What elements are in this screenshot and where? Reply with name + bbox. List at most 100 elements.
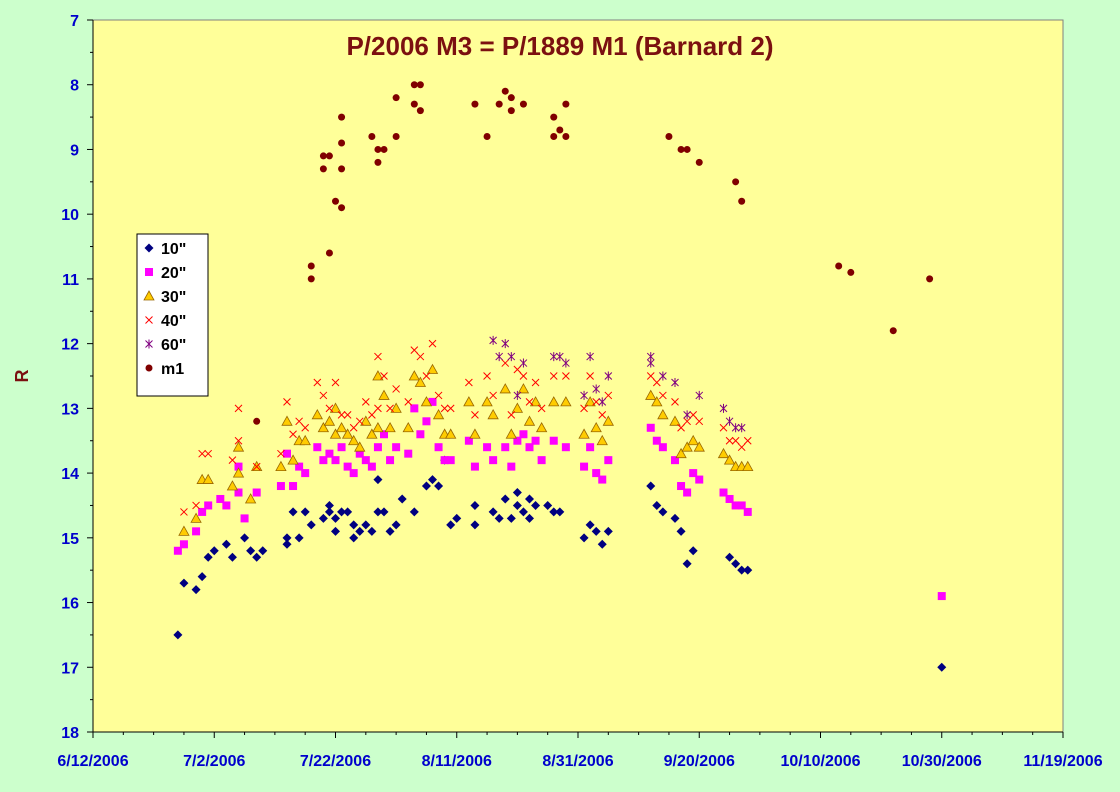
data-point: [657, 409, 669, 420]
data-point: [282, 539, 292, 549]
data-point: [331, 456, 340, 465]
data-point: [252, 552, 262, 562]
data-point: [580, 404, 588, 413]
data-point: [283, 449, 291, 458]
x-tick-label: 9/20/2006: [664, 753, 735, 770]
series-circle: [253, 81, 934, 425]
data-point: [531, 500, 541, 510]
data-point: [743, 565, 753, 575]
data-point: [471, 410, 479, 419]
y-tick-label: 17: [61, 660, 79, 677]
data-point: [671, 456, 679, 465]
data-point: [325, 152, 333, 160]
data-point: [560, 396, 572, 407]
data-point: [203, 552, 213, 562]
data-point: [301, 469, 310, 478]
y-tick-label: 9: [70, 142, 79, 159]
data-point: [440, 456, 449, 465]
data-point: [402, 421, 414, 433]
series-star: [489, 335, 746, 433]
data-point: [338, 204, 346, 212]
series-square: [173, 397, 946, 601]
data-point: [319, 165, 327, 173]
data-point: [386, 404, 394, 413]
data-point: [222, 501, 231, 510]
data-point: [283, 398, 291, 406]
data-point: [737, 565, 747, 575]
data-point: [537, 404, 546, 413]
data-point: [307, 262, 315, 270]
data-point: [743, 507, 752, 516]
data-point: [513, 365, 522, 374]
data-point: [409, 507, 419, 517]
y-tick-label: 7: [70, 13, 79, 30]
y-tick-label: 18: [61, 725, 79, 742]
data-point: [281, 415, 293, 426]
data-point: [190, 512, 202, 523]
data-point: [258, 546, 268, 556]
y-tick-label: 14: [61, 466, 79, 483]
y-tick-label: 16: [61, 596, 79, 613]
data-point: [299, 434, 311, 446]
data-point: [671, 398, 679, 406]
data-point: [226, 480, 239, 491]
data-point: [500, 494, 510, 504]
data-point: [397, 494, 407, 504]
data-point: [434, 391, 443, 400]
data-point: [687, 434, 699, 446]
x-ticks: 6/12/2006 7/2/2006 7/22/2006 8/11/2006 8/31/…: [57, 732, 1103, 770]
data-point: [338, 113, 346, 121]
data-point: [926, 275, 934, 283]
data-point: [494, 513, 504, 523]
data-point: [197, 572, 207, 582]
data-point: [731, 559, 741, 569]
data-point: [586, 443, 595, 452]
data-point: [289, 482, 298, 491]
data-point: [525, 398, 534, 406]
data-point: [240, 514, 249, 523]
data-point: [331, 526, 340, 536]
data-point: [683, 488, 692, 497]
data-point: [537, 456, 546, 465]
data-point: [373, 443, 382, 452]
data-point: [513, 436, 522, 445]
data-point: [695, 158, 703, 166]
data-point: [246, 546, 256, 556]
data-point: [592, 398, 601, 406]
data-point: [507, 462, 516, 471]
data-point: [380, 145, 388, 153]
data-point: [374, 404, 382, 413]
y-axis-label: R: [12, 370, 32, 383]
data-point: [337, 410, 346, 419]
data-point: [531, 378, 540, 387]
x-tick-label: 7/22/2006: [300, 753, 371, 770]
data-point: [646, 358, 655, 368]
data-point: [483, 133, 491, 141]
data-point: [725, 416, 734, 426]
data-point: [178, 525, 190, 536]
data-point: [390, 402, 402, 413]
data-point: [368, 410, 376, 419]
data-point: [488, 507, 498, 517]
data-point: [549, 352, 558, 362]
data-point: [318, 513, 328, 523]
x-tick-label: 10/30/2006: [902, 753, 982, 770]
data-point: [361, 456, 370, 465]
data-point: [244, 493, 257, 504]
data-point: [234, 462, 243, 471]
data-point: [374, 145, 382, 153]
data-point: [670, 513, 680, 523]
data-point: [550, 133, 558, 141]
data-point: [173, 630, 183, 640]
data-point: [507, 352, 516, 362]
data-point: [434, 443, 443, 452]
data-point: [179, 578, 189, 588]
series-triangle: [178, 363, 754, 536]
data-point: [355, 449, 364, 458]
data-point: [343, 410, 352, 419]
legend-marker: [145, 268, 153, 276]
plot-area: [92, 19, 1064, 733]
data-point: [525, 443, 534, 452]
data-point: [592, 384, 601, 394]
data-point: [470, 462, 479, 471]
